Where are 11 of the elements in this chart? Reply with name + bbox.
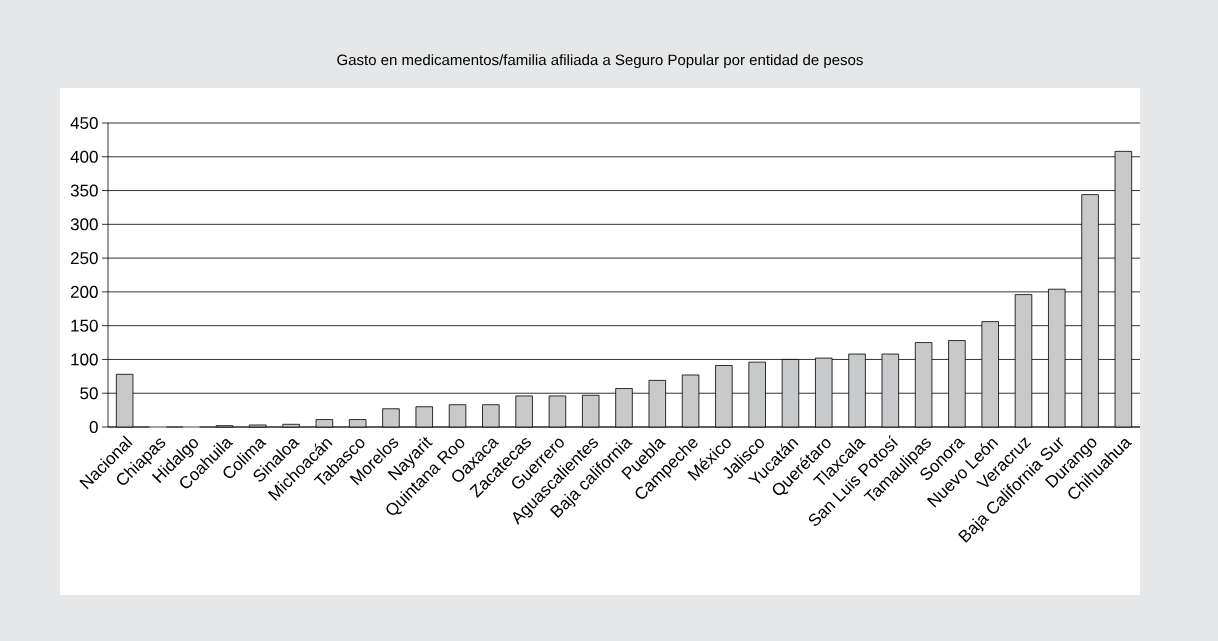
y-tick-label: 300 [70,218,98,231]
y-tick-label: 150 [71,319,98,332]
y-tick-label: 50 [80,387,98,400]
y-tick-label: 100 [71,353,98,366]
y-tick-label: 350 [70,184,98,197]
chart-title: Gasto en medicamentos/familia afiliada a Seguro Popular por entidad de pesos [337,54,863,69]
y-tick-label: 0 [89,420,98,434]
y-tick-label: 200 [70,285,98,298]
y-tick-label: 250 [70,252,98,265]
y-tick-label: 400 [70,150,98,163]
y-tick-label: 450 [70,116,98,130]
